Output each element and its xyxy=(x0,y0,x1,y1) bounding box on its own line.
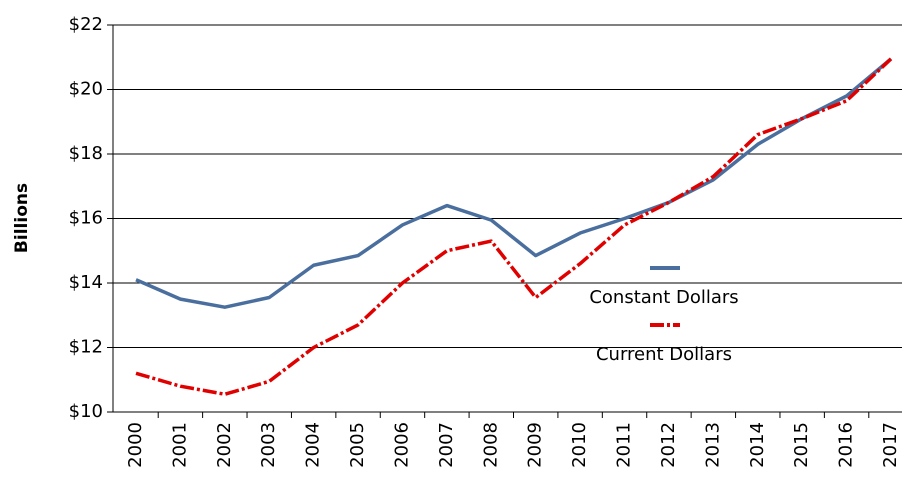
x-tick-label: 2010 xyxy=(569,422,590,468)
series-line xyxy=(135,57,893,309)
legend-label: Constant Dollars xyxy=(589,287,738,308)
y-tick-label: $16 xyxy=(69,208,103,229)
x-tick-label: 2008 xyxy=(480,422,501,468)
x-tick-label: 2013 xyxy=(702,422,723,468)
x-tick-label: 2004 xyxy=(303,422,324,468)
y-tick-label: $10 xyxy=(69,401,103,422)
x-tick-label: 2009 xyxy=(525,422,546,468)
x-tick-label: 2001 xyxy=(169,422,190,468)
x-tick-label: 2000 xyxy=(125,422,146,468)
x-tick-label: 2016 xyxy=(836,422,857,468)
x-tick-label: 2006 xyxy=(391,422,412,468)
x-tick-label: 2005 xyxy=(347,422,368,468)
x-tick-label: 2002 xyxy=(214,422,235,468)
y-axis-label: Billions xyxy=(12,183,32,253)
y-tick-label: $18 xyxy=(69,143,103,164)
x-tick-label: 2017 xyxy=(880,422,901,468)
y-tick-label: $22 xyxy=(69,14,103,35)
y-tick-label: $12 xyxy=(69,337,103,358)
x-tick-label: 2003 xyxy=(258,422,279,468)
x-tick-label: 2007 xyxy=(436,422,457,468)
x-tick-label: 2014 xyxy=(747,422,768,468)
x-tick-label: 2011 xyxy=(614,422,635,468)
x-tick-label: 2015 xyxy=(791,422,812,468)
y-tick-label: $14 xyxy=(69,272,103,293)
y-tick-label: $20 xyxy=(69,79,103,100)
x-tick-label: 2012 xyxy=(658,422,679,468)
legend-label: Current Dollars xyxy=(596,344,732,365)
series-line xyxy=(135,57,893,397)
